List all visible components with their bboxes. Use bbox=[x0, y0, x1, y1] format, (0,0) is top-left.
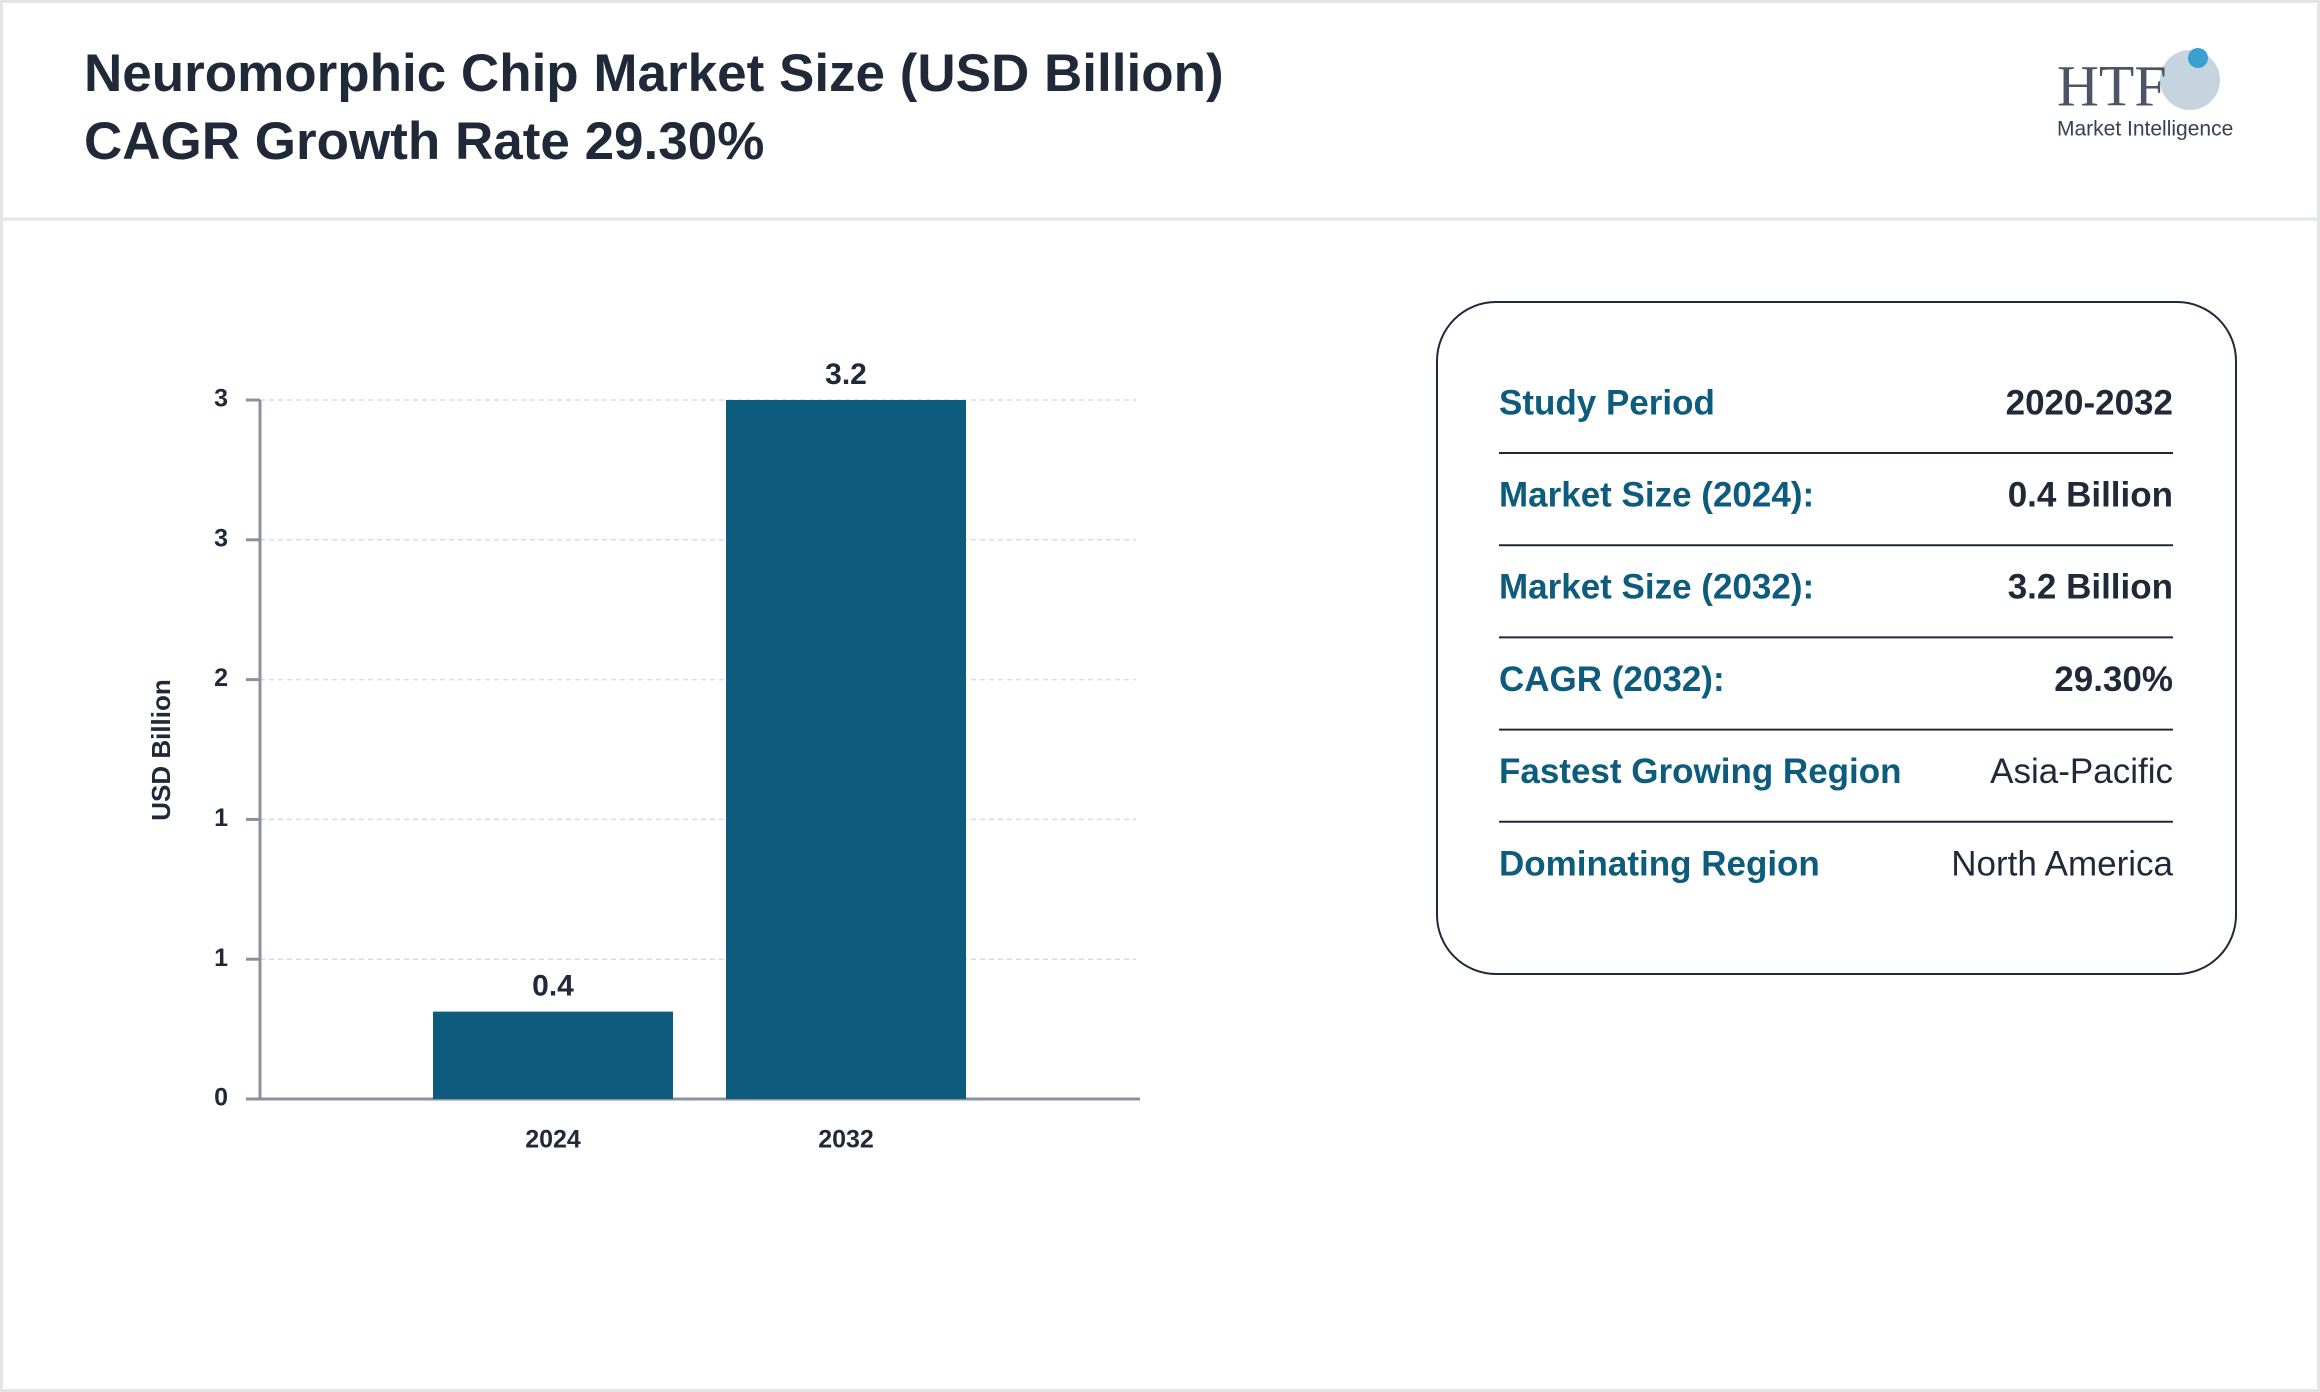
y-axis-label: USD Billion bbox=[146, 679, 176, 821]
info-value: 3.2 Billion bbox=[2008, 568, 2173, 607]
info-box bbox=[1436, 301, 2237, 975]
x-tick-label: 2024 bbox=[525, 1126, 581, 1154]
info-label: CAGR (2032): bbox=[1499, 660, 1725, 699]
logo: HTF Market Intelligence bbox=[2057, 48, 2233, 141]
chart-title: Neuromorphic Chip Market Size (USD Billi… bbox=[84, 44, 1224, 103]
logo-tagline: Market Intelligence bbox=[2057, 118, 2233, 141]
data-label: 0.4 bbox=[532, 970, 574, 1003]
y-tick-label: 1 bbox=[214, 804, 228, 832]
logo-icon bbox=[2188, 48, 2208, 68]
info-value: 29.30% bbox=[2054, 660, 2173, 699]
y-tick-label: 3 bbox=[214, 524, 228, 552]
data-label: 3.2 bbox=[825, 358, 867, 391]
info-value: 0.4 Billion bbox=[2008, 475, 2173, 514]
info-label: Market Size (2024): bbox=[1499, 475, 1814, 514]
y-tick-label: 1 bbox=[214, 944, 228, 972]
logo-brand: HTF bbox=[2057, 53, 2167, 118]
y-tick-label: 2 bbox=[214, 664, 228, 692]
info-label: Dominating Region bbox=[1499, 844, 1820, 883]
y-tick-label: 0 bbox=[214, 1084, 228, 1112]
info-value: North America bbox=[1951, 844, 2173, 883]
info-label: Study Period bbox=[1499, 383, 1715, 422]
bar bbox=[726, 400, 966, 1099]
x-tick-label: 2032 bbox=[818, 1126, 874, 1154]
info-label: Market Size (2032): bbox=[1499, 568, 1814, 607]
info-value: 2020-2032 bbox=[2006, 383, 2173, 422]
info-value: Asia-Pacific bbox=[1990, 752, 2173, 791]
bar bbox=[433, 1011, 673, 1099]
chart-subtitle: CAGR Growth Rate 29.30% bbox=[84, 112, 764, 171]
info-label: Fastest Growing Region bbox=[1499, 752, 1902, 791]
y-tick-label: 3 bbox=[214, 385, 228, 413]
